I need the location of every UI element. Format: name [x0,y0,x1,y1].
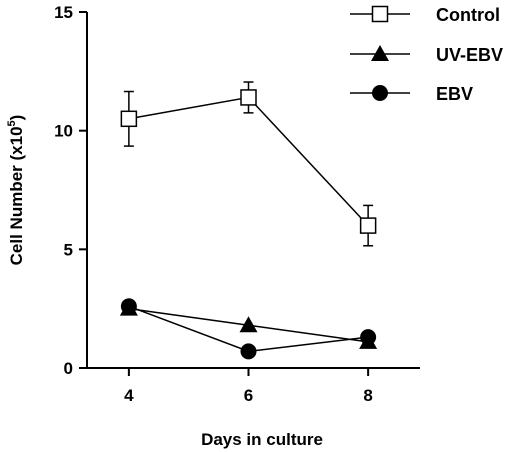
legend-item-ebv: EBV [350,84,473,104]
x-tick-label: 8 [363,386,372,405]
x-tick-label: 4 [124,386,134,405]
y-axis-label-exponent: 5 [6,120,18,126]
legend-item-uv-ebv: UV-EBV [350,45,503,65]
series-ebv [120,298,377,360]
legend-marker-ebv [372,85,388,101]
y-tick-label: 0 [64,359,73,378]
data-point-uv-ebv [239,316,258,333]
data-point-ebv [240,343,257,360]
data-point-ebv [120,298,137,315]
series-uv-ebv [119,299,378,349]
legend-label-control: Control [436,5,500,25]
series-layer [119,81,378,360]
x-ticks: 4 6 8 [124,368,373,405]
y-tick-label: 5 [64,240,73,259]
y-axis-label-text: Cell Number (x10 [7,126,26,265]
legend-label-ebv: EBV [436,84,473,104]
legend-item-control: Control [350,5,500,25]
series-control [120,81,377,247]
y-axis-label-close: ) [7,115,26,121]
y-tick-label: 15 [54,3,73,22]
series-line-control [128,96,369,227]
x-tick-label: 6 [244,386,253,405]
y-axis-label: Cell Number (x105) [6,115,26,266]
x-axis-label: Days in culture [201,430,323,449]
data-point-control [120,110,138,128]
legend-marker-control [371,5,389,23]
data-point-control [240,89,257,106]
data-point-control [359,217,377,234]
y-tick-label: 10 [54,122,73,141]
data-point-ebv [360,329,377,346]
legend-label-uv-ebv: UV-EBV [436,45,503,65]
legend-marker-uv-ebv [371,45,389,61]
y-ticks: 0 5 10 15 [54,3,87,378]
legend: Control UV-EBV EBV [350,5,503,104]
